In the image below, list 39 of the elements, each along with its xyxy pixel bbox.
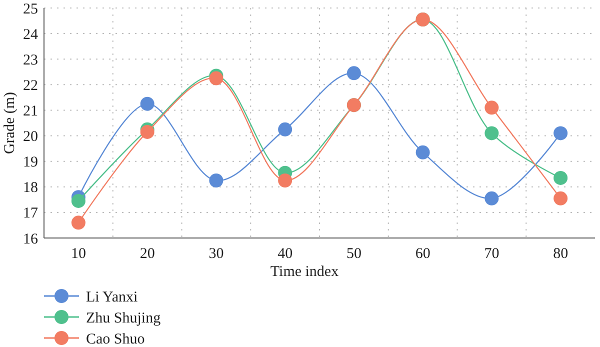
y-tick-label: 17: [23, 206, 38, 222]
x-tick-label: 40: [278, 246, 293, 262]
point: [140, 96, 154, 111]
point: [554, 126, 568, 140]
y-tick-label: 23: [23, 52, 38, 68]
x-tick-label: 10: [70, 246, 86, 262]
y-tick-label: 25: [23, 1, 38, 18]
point: [484, 100, 499, 115]
legend-label: Li Yanxi: [86, 289, 138, 306]
point: [209, 174, 224, 188]
point: [416, 145, 430, 160]
x-tick-label: 80: [553, 246, 568, 262]
point: [71, 194, 86, 208]
point: [554, 191, 568, 206]
point: [278, 122, 292, 136]
legend-label: Cao Shuo: [86, 331, 145, 347]
point: [278, 174, 292, 188]
x-tick-label: 50: [346, 246, 362, 262]
y-tick-label: 16: [23, 231, 38, 248]
point: [484, 191, 499, 206]
y-tick-label: 18: [23, 180, 38, 196]
y-tick-label: 19: [23, 154, 38, 171]
y-axis-title: Grade (m): [2, 92, 18, 154]
point: [346, 66, 361, 80]
point: [554, 170, 568, 185]
point: [484, 126, 499, 140]
y-tick-label: 21: [23, 103, 38, 120]
point: [71, 216, 86, 230]
point: [140, 124, 154, 139]
y-tick-label: 24: [23, 26, 38, 43]
x-tick-label: 70: [484, 246, 500, 262]
x-tick-label: 30: [208, 246, 224, 262]
x-tick-label: 60: [415, 246, 430, 262]
x-axis-title: Time index: [270, 264, 340, 280]
point: [209, 71, 224, 86]
legend-label: Zhu Shujing: [86, 310, 162, 326]
y-tick-label: 20: [23, 129, 38, 146]
x-tick-label: 20: [140, 246, 155, 262]
y-tick-label: 22: [23, 78, 38, 94]
